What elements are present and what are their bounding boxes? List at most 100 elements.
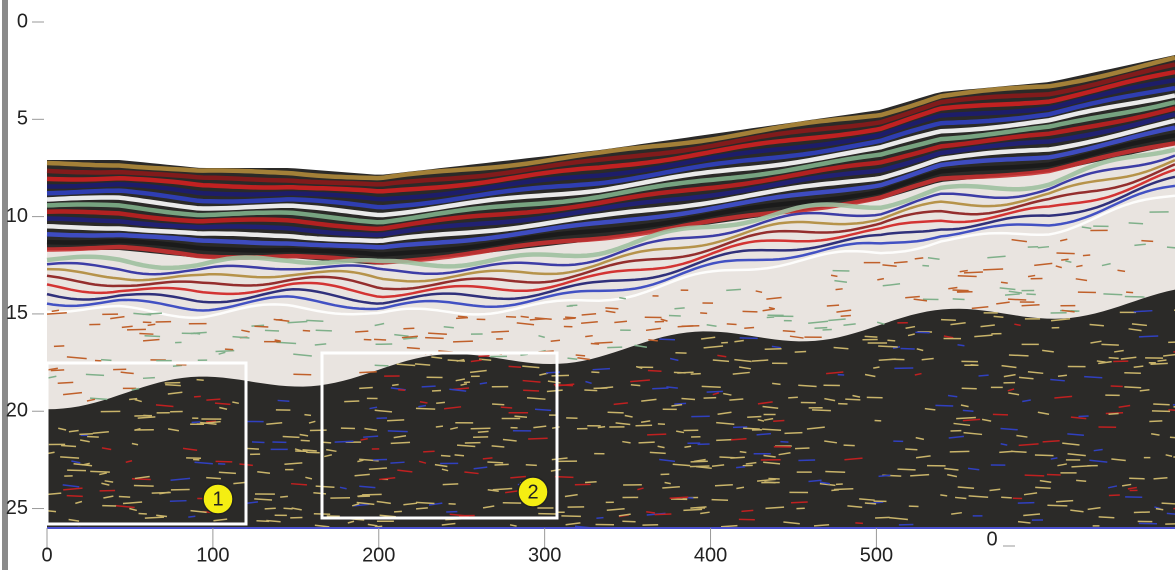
speckle bbox=[584, 389, 598, 392]
speckle bbox=[1010, 450, 1027, 454]
axes: 0 5 10 15 20 25 0 100 200 300 400 500 0 1 2 bbox=[6, 10, 1015, 566]
speckle bbox=[57, 381, 74, 385]
speckle bbox=[551, 457, 568, 461]
speckle bbox=[762, 308, 775, 312]
speckle bbox=[477, 430, 489, 433]
speckle bbox=[789, 335, 804, 339]
speckle bbox=[397, 469, 413, 473]
speckle bbox=[194, 461, 213, 465]
speckle bbox=[674, 402, 687, 405]
speckle bbox=[401, 335, 418, 339]
speckle bbox=[191, 421, 201, 424]
speckle bbox=[144, 334, 161, 338]
speckle bbox=[847, 505, 863, 509]
speckle bbox=[315, 485, 335, 489]
speckle bbox=[652, 387, 669, 390]
speckle bbox=[1111, 458, 1126, 462]
speckle bbox=[201, 420, 221, 425]
speckle bbox=[662, 485, 680, 489]
x-tick-label: 400 bbox=[694, 544, 727, 566]
speckle bbox=[689, 465, 710, 468]
speckle bbox=[887, 339, 896, 342]
speckle bbox=[1128, 328, 1142, 332]
speckle bbox=[500, 406, 513, 409]
speckle bbox=[1035, 486, 1051, 490]
speckle bbox=[121, 325, 133, 329]
speckle bbox=[1056, 499, 1074, 503]
speckle bbox=[783, 521, 800, 525]
speckle bbox=[62, 484, 80, 488]
speckle bbox=[1089, 459, 1108, 463]
speckle bbox=[367, 523, 378, 527]
speckle bbox=[581, 321, 598, 325]
speckle bbox=[1016, 434, 1028, 438]
speckle bbox=[66, 494, 83, 498]
speckle bbox=[716, 421, 735, 425]
speckle bbox=[302, 448, 317, 452]
speckle bbox=[232, 335, 250, 339]
speckle bbox=[1061, 258, 1069, 261]
speckle bbox=[825, 470, 846, 474]
speckle bbox=[454, 454, 465, 457]
speckle bbox=[525, 463, 537, 467]
reflector bbox=[46, 168, 1175, 299]
speckle bbox=[394, 333, 409, 337]
speckle bbox=[492, 403, 505, 406]
speckle bbox=[1017, 520, 1031, 524]
speckle bbox=[1070, 416, 1087, 420]
speckle bbox=[396, 363, 416, 367]
speckle bbox=[441, 468, 449, 472]
speckle bbox=[1027, 274, 1036, 278]
speckle bbox=[403, 502, 418, 506]
speckle bbox=[948, 286, 958, 290]
speckle bbox=[700, 511, 710, 515]
speckle bbox=[449, 388, 467, 392]
speckle bbox=[712, 392, 720, 396]
speckle bbox=[287, 320, 308, 324]
speckle bbox=[734, 358, 752, 363]
speckle bbox=[85, 373, 105, 377]
speckle bbox=[1103, 293, 1123, 296]
speckle bbox=[514, 415, 528, 418]
y-tick-label: 5 bbox=[17, 108, 28, 130]
speckle bbox=[723, 392, 732, 396]
speckle bbox=[89, 397, 108, 401]
speckle bbox=[151, 491, 171, 494]
speckle bbox=[79, 433, 93, 436]
reflector bbox=[46, 93, 1175, 218]
speckle bbox=[1124, 386, 1142, 389]
speckle bbox=[131, 478, 151, 481]
speckle bbox=[833, 346, 849, 350]
speckle bbox=[277, 399, 290, 402]
speckle bbox=[622, 520, 636, 523]
speckle bbox=[1065, 260, 1072, 263]
speckle bbox=[133, 312, 152, 316]
speckle bbox=[1001, 496, 1012, 499]
speckle bbox=[910, 473, 930, 477]
speckle bbox=[950, 321, 966, 326]
speckle bbox=[1024, 474, 1045, 477]
speckle bbox=[415, 507, 428, 510]
speckle bbox=[1017, 501, 1035, 504]
speckle bbox=[980, 324, 995, 328]
speckle bbox=[415, 407, 436, 410]
speckle bbox=[546, 389, 563, 393]
speckle bbox=[764, 347, 782, 351]
speckle bbox=[1039, 479, 1052, 483]
speckle bbox=[434, 463, 448, 468]
speckle bbox=[763, 454, 776, 458]
speckle bbox=[944, 467, 959, 471]
speckle bbox=[61, 444, 77, 448]
speckle bbox=[947, 473, 958, 478]
speckle bbox=[491, 445, 505, 448]
speckle bbox=[824, 440, 838, 444]
speckle bbox=[190, 509, 207, 514]
speckle bbox=[355, 330, 369, 333]
speckle bbox=[1042, 349, 1054, 353]
speckle bbox=[605, 307, 619, 310]
speckle bbox=[843, 323, 856, 327]
speckle bbox=[1007, 298, 1027, 301]
speckle bbox=[806, 426, 825, 430]
speckle bbox=[826, 304, 840, 307]
